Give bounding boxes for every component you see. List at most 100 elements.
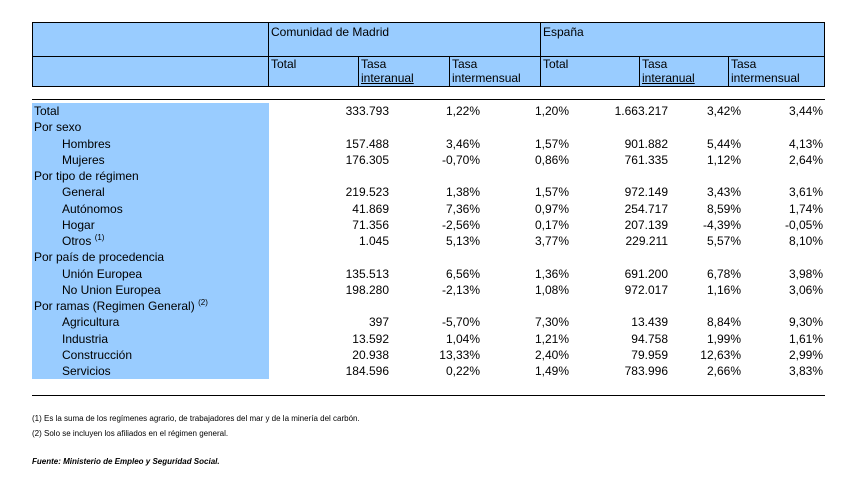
table-cell: 333.793 bbox=[345, 104, 389, 118]
table-cell: 1,16% bbox=[706, 282, 741, 297]
table-cell: 5,13% bbox=[445, 234, 480, 248]
table-cell: 71.356 bbox=[352, 217, 389, 232]
body-top-rule bbox=[32, 99, 825, 100]
header-espana-total: Total bbox=[543, 57, 569, 71]
header-madrid-total: Total bbox=[271, 57, 297, 71]
table-row: Autónomos 41.869 7,36% 0,97% 254.717 8,59% 1,7… bbox=[32, 201, 825, 217]
table-cell: 207.139 bbox=[624, 217, 668, 232]
table-cell: 1,08% bbox=[534, 282, 569, 297]
table-cell: 1,36% bbox=[534, 266, 569, 281]
table-row: Por tipo de régimen bbox=[32, 168, 825, 184]
table-cell: 2,40% bbox=[534, 347, 569, 362]
table-cell: -0,70% bbox=[441, 152, 480, 167]
table-cell: 5,57% bbox=[706, 234, 741, 248]
table-cell: 3,43% bbox=[706, 185, 741, 200]
table-cell: 254.717 bbox=[624, 201, 668, 216]
table-row: Unión Europea 135.513 6,56% 1,36% 691.200 6,7… bbox=[32, 266, 825, 282]
table-cell: 12,63% bbox=[700, 347, 741, 362]
table-cell: 1,38% bbox=[445, 185, 480, 200]
table-cell: 219.523 bbox=[345, 185, 389, 200]
table-cell: 0,86% bbox=[534, 152, 569, 167]
row-label: Por país de procedencia bbox=[34, 250, 165, 265]
table-cell: 1,99% bbox=[706, 331, 741, 346]
table-cell: 5,44% bbox=[706, 136, 741, 151]
header-madrid: Comunidad de Madrid bbox=[271, 25, 390, 39]
table-row: Por sexo bbox=[32, 119, 825, 135]
table-cell: 1,61% bbox=[788, 331, 823, 346]
table-cell: 157.488 bbox=[345, 136, 389, 151]
table-cell: 94.758 bbox=[631, 331, 668, 346]
row-label: Construcción bbox=[62, 347, 133, 362]
table-cell: 1,57% bbox=[534, 136, 569, 151]
table-cell: 6,78% bbox=[706, 266, 741, 281]
table-cell: 2,64% bbox=[788, 152, 823, 167]
footnote-ref: (1) bbox=[94, 233, 105, 242]
table-row: Hombres 157.488 3,46% 1,57% 901.882 5,44% 4,13… bbox=[32, 136, 825, 152]
footnote-1: (1) Es la suma de los regímenes agrario,… bbox=[32, 414, 360, 423]
table-cell: 1,21% bbox=[534, 331, 569, 346]
table-cell: -2,56% bbox=[441, 217, 480, 232]
table-cell: 0,22% bbox=[445, 364, 480, 378]
table-cell: 41.869 bbox=[352, 201, 389, 216]
table-row: Por ramas (Regimen General) (2) bbox=[32, 298, 825, 314]
table-row: Por país de procedencia bbox=[32, 249, 825, 265]
row-label: Por sexo bbox=[34, 120, 82, 135]
table-cell: 184.596 bbox=[345, 364, 389, 378]
table-row: General 219.523 1,38% 1,57% 972.149 3,43% 3,61… bbox=[32, 184, 825, 200]
table-cell: 13.592 bbox=[352, 331, 389, 346]
table-cell: 79.959 bbox=[631, 347, 668, 362]
separator-madrid bbox=[268, 22, 269, 87]
table-cell: 3,98% bbox=[788, 266, 823, 281]
row-label: Por ramas (Regimen General) (2) bbox=[34, 298, 208, 314]
table-row: Servicios 184.596 0,22% 1,49% 783.996 2,66% 3,… bbox=[32, 363, 825, 379]
separator-col6 bbox=[728, 56, 729, 87]
table-cell: 1.663.217 bbox=[614, 104, 668, 118]
table-cell: 3,42% bbox=[706, 104, 741, 118]
row-label: Total bbox=[34, 104, 60, 118]
table-cell: 198.280 bbox=[345, 282, 389, 297]
header-madrid-intermensual: Tasa intermensual bbox=[452, 57, 521, 85]
header-madrid-interanual: Tasa interanual bbox=[361, 57, 414, 85]
body-bottom-rule bbox=[32, 395, 825, 396]
footnote-ref: (2) bbox=[198, 298, 208, 307]
table-row: Hogar 71.356 -2,56% 0,17% 207.139 -4,39% -0,05… bbox=[32, 217, 825, 233]
row-label: Por tipo de régimen bbox=[34, 169, 139, 183]
header-group-row bbox=[32, 22, 825, 56]
table-cell: 972.149 bbox=[624, 185, 668, 200]
separator-col5 bbox=[639, 56, 640, 87]
table-cell: 8,10% bbox=[788, 234, 823, 248]
table-row: Agricultura 397 -5,70% 7,30% 13.439 8,84% 9,30… bbox=[32, 314, 825, 330]
table-row: Total 333.793 1,22% 1,20% 1.663.217 3,42% 3,44… bbox=[32, 103, 825, 119]
header-column-row bbox=[32, 56, 825, 87]
table-cell: 972.017 bbox=[624, 282, 668, 297]
table-cell: 3,83% bbox=[788, 364, 823, 378]
row-label: Agricultura bbox=[62, 315, 120, 330]
table-cell: -4,39% bbox=[702, 217, 741, 232]
separator-col2 bbox=[358, 56, 359, 87]
table-cell: 691.200 bbox=[624, 266, 668, 281]
table-cell: 1,57% bbox=[534, 185, 569, 200]
row-label: Otros (1) bbox=[62, 233, 105, 249]
row-label: Unión Europea bbox=[62, 266, 143, 281]
table-cell: 176.305 bbox=[345, 152, 389, 167]
table-cell: 901.882 bbox=[624, 136, 668, 151]
table-cell: 229.211 bbox=[625, 234, 669, 248]
table-cell: 0,17% bbox=[534, 217, 569, 232]
table-cell: 1,49% bbox=[534, 364, 569, 378]
table-cell: -0,05% bbox=[784, 217, 823, 232]
row-label: Autónomos bbox=[62, 201, 123, 216]
table-cell: 783.996 bbox=[624, 364, 668, 378]
row-label: Servicios bbox=[62, 364, 111, 378]
table-cell: 1,74% bbox=[788, 201, 823, 216]
separator-espana bbox=[540, 22, 541, 87]
table-cell: 7,36% bbox=[445, 201, 480, 216]
table-cell: -2,13% bbox=[441, 282, 480, 297]
table-row: Otros (1) 1.045 5,13% 3,77% 229.211 5,57% 8,10… bbox=[32, 233, 825, 249]
table-cell: 1,20% bbox=[534, 104, 569, 118]
table-row: Industria 13.592 1,04% 1,21% 94.758 1,99% 1,61… bbox=[32, 331, 825, 347]
table-cell: 4,13% bbox=[788, 136, 823, 151]
table-cell: 8,84% bbox=[706, 315, 741, 330]
table-cell: 8,59% bbox=[706, 201, 741, 216]
table-cell: 13.439 bbox=[631, 315, 668, 330]
table-cell: 6,56% bbox=[445, 266, 480, 281]
